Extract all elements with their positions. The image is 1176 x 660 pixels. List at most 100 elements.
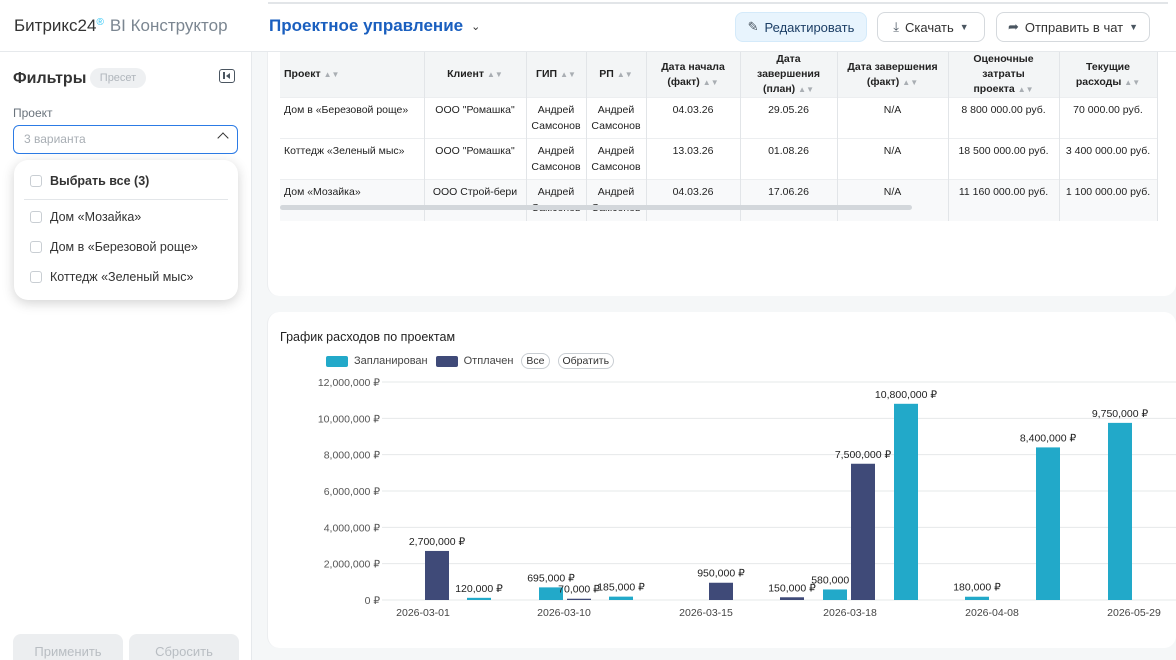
dropdown-option[interactable]: Дом «Мозайка» [30,210,141,224]
download-icon: ⤓ [893,19,900,34]
send-to-chat-button[interactable]: ➦ Отправить в чат ▼ [996,12,1150,42]
table-cell: Андрей Самсонов [526,179,587,221]
column-header[interactable]: Дата завершения (план) ▲▼ [740,52,838,98]
chart-bar[interactable] [709,582,733,600]
dashboard-title-selector[interactable]: Проектное управление ⌄ [269,16,480,36]
brand-main: Битрикс24 [14,16,97,35]
chart-bar[interactable] [567,598,591,600]
dropdown-option[interactable]: Дом в «Березовой роще» [30,240,198,254]
chart-bar[interactable] [467,597,491,600]
option-label: Коттедж «Зеленый мыс» [50,270,194,284]
select-all-option[interactable]: Выбрать все (3) [30,174,149,188]
table-cell: 04.03.26 [646,97,741,139]
brand-logo[interactable]: Битрикс24® BI Конструктор [14,16,228,36]
bar-data-label: 70,000 ₽ [558,584,600,596]
chevron-up-icon [217,132,229,144]
project-select[interactable]: 3 варианта [13,125,238,154]
sort-icon[interactable]: ▲▼ [616,70,633,79]
table-row[interactable]: Дом в «Березовой роще» ООО "Ромашка" Анд… [280,97,1158,139]
chart-bar[interactable] [609,596,633,600]
table-cell: Андрей Самсонов [586,97,647,139]
table-row[interactable]: Коттедж «Зеленый мыс» ООО "Ромашка" Андр… [280,138,1158,180]
legend-label: Запланирован [354,355,428,367]
x-tick-label: 2026-03-10 [537,607,591,619]
column-header[interactable]: ГИП ▲▼ [526,52,587,98]
expenses-bar-chart: 0 ₽ 2,000,000 ₽ 4,000,000 ₽ 6,000,000 ₽ 8,00… [318,377,1176,619]
chevron-down-icon: ▼ [959,22,969,32]
legend-select-all-button[interactable]: Все [521,353,550,369]
column-header[interactable]: Текущие расходы ▲▼ [1059,52,1158,98]
table-row[interactable]: Дом «Мозайка» ООО Строй-бери Андрей Самс… [280,179,1158,221]
apply-button[interactable]: Применить [13,634,123,660]
table-cell: 11 160 000.00 руб. [948,179,1060,221]
dropdown-option[interactable]: Коттедж «Зеленый мыс» [30,270,193,284]
chart-bar[interactable] [965,596,989,600]
dashboard-title: Проектное управление [269,16,464,35]
checkbox[interactable] [30,271,42,283]
edit-button-label: Редактировать [764,19,855,35]
x-tick-label: 2026-03-18 [823,607,877,619]
chart-bar[interactable] [851,463,875,600]
column-header[interactable]: Дата начала (факт) ▲▼ [646,52,741,98]
column-header[interactable]: Клиент ▲▼ [424,52,527,98]
table-cell: 18 500 000.00 руб. [948,138,1060,180]
sort-icon[interactable]: ▲▼ [1017,85,1034,94]
legend-item-planned[interactable]: Запланирован [326,355,428,367]
table-cell: Андрей Самсонов [526,138,587,180]
chart-bar[interactable] [1108,422,1132,600]
bar-data-label: 120,000 ₽ [455,583,503,595]
y-tick-label: 8,000,000 ₽ [324,450,381,462]
sort-icon[interactable]: ▲▼ [323,70,340,79]
option-label: Дом «Мозайка» [50,210,142,224]
column-header[interactable]: Дата завершения (факт) ▲▼ [837,52,949,98]
bar-data-label: 8,400,000 ₽ [1020,432,1077,444]
column-header-label: Текущие расходы [1075,60,1130,88]
table-cell: 13.03.26 [646,138,741,180]
chart-bar[interactable] [539,587,563,600]
sort-icon[interactable]: ▲▼ [902,77,919,87]
checkbox[interactable] [30,175,42,187]
bar-data-label: 9,750,000 ₽ [1092,408,1149,420]
table-cell: 8 800 000.00 руб. [948,97,1060,139]
column-header[interactable]: РП ▲▼ [586,52,647,98]
chart-bar[interactable] [425,550,449,600]
chart-bar[interactable] [894,403,918,600]
download-button[interactable]: ⤓ Скачать ▼ [877,12,985,42]
y-tick-label: 12,000,000 ₽ [318,377,380,389]
table-cell: 04.03.26 [646,179,741,221]
filters-title: Фильтры [13,70,87,87]
bar-data-label: 10,800,000 ₽ [875,389,937,401]
table-cell: ООО "Ромашка" [424,97,527,139]
horizontal-scrollbar[interactable] [280,205,912,210]
sort-icon[interactable]: ▲▼ [560,70,576,79]
column-header-label: Проект [284,68,321,80]
chart-bar[interactable] [780,597,804,600]
column-header-label: ГИП [536,68,558,80]
table-cell: Дом в «Березовой роще» [280,97,425,139]
sort-icon[interactable]: ▲▼ [487,70,503,79]
preset-button[interactable]: Пресет [90,68,146,88]
chart-bar[interactable] [1036,447,1060,600]
sort-icon[interactable]: ▲▼ [702,77,719,87]
column-header[interactable]: Оценочные затраты проекта ▲▼ [948,52,1060,98]
legend-item-paid[interactable]: Отплачен [435,355,513,367]
reset-button[interactable]: Сбросить [129,634,239,660]
table-cell: N/A [837,97,949,139]
column-header-label: Дата завершения (факт) [847,60,938,88]
chart-bar[interactable] [823,589,847,600]
y-tick-label: 6,000,000 ₽ [324,486,381,498]
edit-button[interactable]: ✎ Редактировать [735,12,867,42]
table-cell: Коттедж «Зеленый мыс» [280,138,425,180]
checkbox[interactable] [30,211,42,223]
bar-data-label: 7,500,000 ₽ [835,449,892,461]
table-cell: 3 400 000.00 руб. [1059,138,1158,180]
bar-data-label: 950,000 ₽ [697,568,745,580]
checkbox[interactable] [30,241,42,253]
column-header[interactable]: Проект ▲▼ [280,52,425,98]
table-cell: N/A [837,179,949,221]
legend-invert-button[interactable]: Обратить [557,353,615,369]
x-tick-label: 2026-03-15 [679,607,733,619]
collapse-sidebar-icon[interactable] [219,69,235,83]
sort-icon[interactable]: ▲▼ [1124,77,1141,87]
sort-icon[interactable]: ▲▼ [798,85,815,94]
